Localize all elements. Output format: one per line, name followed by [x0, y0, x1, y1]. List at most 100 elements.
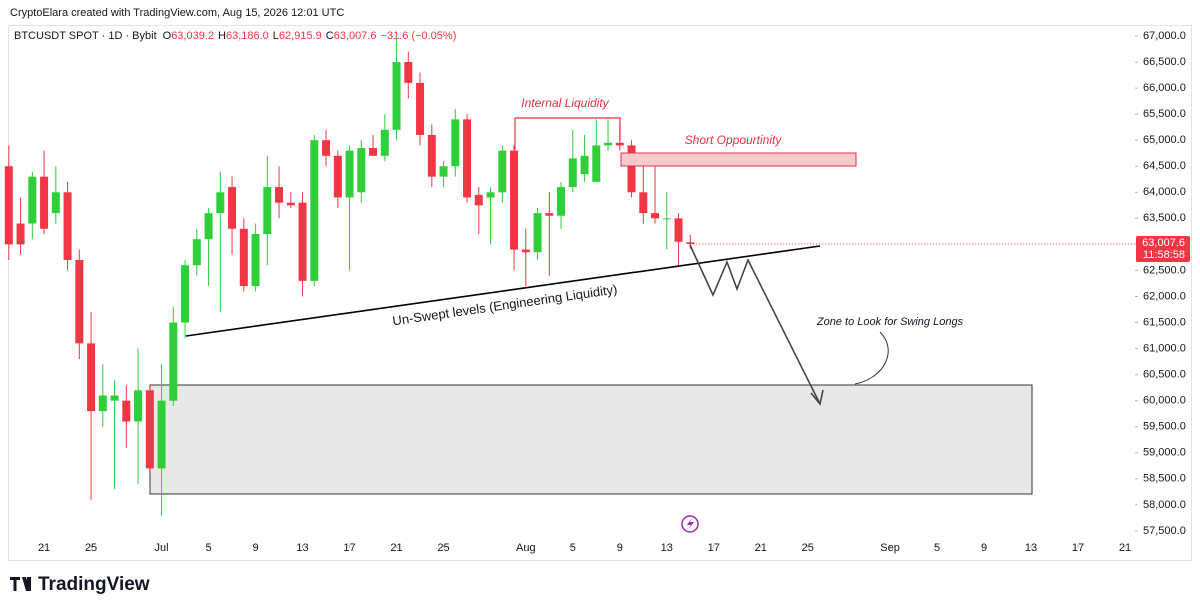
candle-body — [416, 82, 425, 135]
candle-body — [40, 176, 49, 229]
event-bolt — [687, 518, 694, 530]
candle-body — [380, 129, 389, 156]
last-price-box — [1136, 235, 1190, 262]
y-tick-label: 57,500.0 — [1143, 525, 1186, 537]
candle-body — [674, 218, 683, 242]
candle-body — [369, 148, 378, 156]
legend: BTCUSDT SPOT · 1D · Bybit O63,039.2 H63,18… — [14, 30, 456, 42]
x-tick-label: 21 — [1119, 542, 1131, 554]
candle-body — [204, 213, 213, 240]
short-zone — [620, 152, 857, 167]
legend-key: O — [163, 30, 172, 42]
candle-body — [357, 148, 366, 193]
candle-body — [63, 192, 72, 261]
y-tick-label: 61,500.0 — [1143, 316, 1186, 328]
x-tick-label: 21 — [390, 542, 402, 554]
candle-body — [286, 202, 295, 206]
candle-body — [568, 158, 577, 188]
y-tick-label: 58,000.0 — [1143, 499, 1186, 511]
x-tick-label: 13 — [296, 542, 308, 554]
candle-body — [580, 155, 589, 175]
candle-body — [16, 223, 25, 245]
candle-body — [122, 400, 131, 422]
y-tick-label: 59,500.0 — [1143, 421, 1186, 433]
x-tick-label: 13 — [1025, 542, 1037, 554]
candle-body — [639, 192, 648, 214]
y-tick-label: 66,500.0 — [1143, 56, 1186, 68]
legend-value: 62,915.9 — [279, 30, 322, 42]
candle-body — [463, 119, 472, 198]
legend-value: 63,186.0 — [226, 30, 269, 42]
candle-body — [627, 145, 636, 193]
candles — [4, 35, 1135, 516]
candle-body — [333, 155, 342, 198]
legend-change: −31.6 (−0.05%) — [381, 30, 457, 42]
event-icon[interactable] — [681, 515, 699, 533]
legend-value: 63,007.6 — [334, 30, 377, 42]
x-tick-label: 17 — [343, 542, 355, 554]
candle-body — [474, 194, 483, 206]
candle-body — [169, 322, 178, 401]
trend-line — [185, 245, 821, 337]
axes: 57,500.0 58,000.0 58,500.0 59,000.0 59,500.0… — [38, 30, 1190, 554]
candle-body — [404, 62, 413, 83]
candle-body — [545, 213, 554, 216]
candle-body — [592, 145, 601, 182]
x-tick-label: 13 — [661, 542, 673, 554]
legend-text: BTCUSDT SPOT · 1D · Bybit O63,039.2 H63,18… — [14, 30, 456, 42]
chart-frame — [8, 25, 1192, 561]
x-tick-label: Jul — [155, 542, 169, 554]
candle-body — [486, 192, 495, 198]
x-tick-label: 5 — [934, 542, 940, 554]
y-tick-label: 60,000.0 — [1143, 395, 1186, 407]
x-tick-label: 9 — [981, 542, 987, 554]
y-tick-label: 65,500.0 — [1143, 108, 1186, 120]
candle-body — [28, 176, 37, 224]
candle-body — [134, 390, 143, 422]
candle-body — [686, 242, 695, 244]
candle-body — [87, 343, 96, 412]
candle-body — [110, 395, 119, 401]
candle-body — [533, 213, 542, 253]
candle-body — [51, 192, 60, 214]
legend-key: H — [218, 30, 226, 42]
candle-body — [392, 62, 401, 130]
candle-body — [216, 192, 225, 214]
arrow-head — [810, 389, 824, 406]
y-tick-label: 64,500.0 — [1143, 160, 1186, 172]
x-tick-label: 5 — [206, 542, 212, 554]
zone-label: Zone to Look for Swing Longs — [816, 316, 964, 328]
legend-key: L — [273, 30, 279, 42]
last-price-label: 63,007.6 — [1142, 237, 1185, 249]
y-tick-label: 67,000.0 — [1143, 30, 1186, 42]
y-tick-label: 61,000.0 — [1143, 342, 1186, 354]
x-tick-label: 25 — [802, 542, 814, 554]
candle-body — [228, 187, 237, 229]
candle-body — [310, 140, 319, 281]
y-tick-label: 62,000.0 — [1143, 290, 1186, 302]
candle-body — [427, 134, 436, 177]
candle-body — [157, 400, 166, 469]
header: CryptoElara created with TradingView.com… — [10, 7, 344, 19]
brand-logo — [10, 577, 31, 591]
candle-body — [298, 202, 307, 281]
x-tick-label: 17 — [708, 542, 720, 554]
candle-body — [322, 140, 331, 156]
candle-body — [75, 260, 84, 344]
x-tick-label: 21 — [38, 542, 50, 554]
x-tick-label: 25 — [437, 542, 449, 554]
countdown: 11:58:58 — [1143, 249, 1185, 261]
projection-path — [689, 244, 821, 405]
candle-body — [145, 390, 154, 469]
legend-key: C — [326, 30, 334, 42]
zone-curve — [854, 331, 889, 385]
x-tick-label: 9 — [617, 542, 623, 554]
y-tick-label: 65,000.0 — [1143, 134, 1186, 146]
brand: TradingView — [38, 574, 150, 595]
x-tick-label: 5 — [570, 542, 576, 554]
candle-body — [662, 218, 671, 220]
candle-body — [239, 228, 248, 287]
